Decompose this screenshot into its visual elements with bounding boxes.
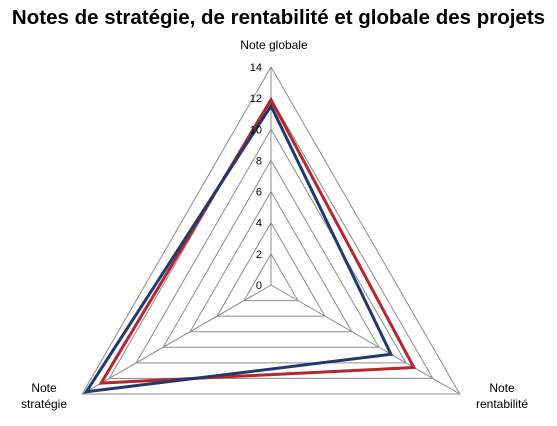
tick-label-10: 10 bbox=[250, 124, 262, 136]
axis-label-note-strategie: Note stratégie bbox=[20, 381, 68, 411]
grid-ring-2 bbox=[243, 252, 299, 302]
tick-label-8: 8 bbox=[256, 155, 262, 167]
tick-label-6: 6 bbox=[256, 187, 262, 199]
radar-grid bbox=[81, 66, 461, 395]
series-1-line bbox=[98, 96, 417, 385]
grid-ring-12 bbox=[108, 97, 434, 379]
axis-label-note-rentabilite: Note rentabilité bbox=[475, 381, 529, 411]
axis-label-note-globale: Note globale bbox=[240, 38, 308, 52]
radar-tick-labels: 0 2 4 6 8 10 12 14 bbox=[250, 62, 262, 292]
series-2-line bbox=[83, 102, 394, 394]
tick-label-14: 14 bbox=[250, 62, 262, 74]
tick-label-0: 0 bbox=[256, 280, 262, 292]
tick-label-12: 12 bbox=[250, 93, 262, 105]
radar-spoke-2 bbox=[81, 284, 272, 395]
radar-spoke-1 bbox=[270, 284, 461, 395]
grid-ring-6 bbox=[189, 190, 353, 333]
tick-label-2: 2 bbox=[256, 249, 262, 261]
chart-title: Notes de stratégie, de rentabilité et gl… bbox=[11, 6, 546, 29]
radar-series bbox=[83, 96, 417, 394]
tick-label-4: 4 bbox=[256, 218, 262, 230]
grid-ring-8 bbox=[162, 159, 380, 348]
grid-ring-14 bbox=[81, 66, 461, 395]
grid-ring-4 bbox=[216, 221, 326, 317]
